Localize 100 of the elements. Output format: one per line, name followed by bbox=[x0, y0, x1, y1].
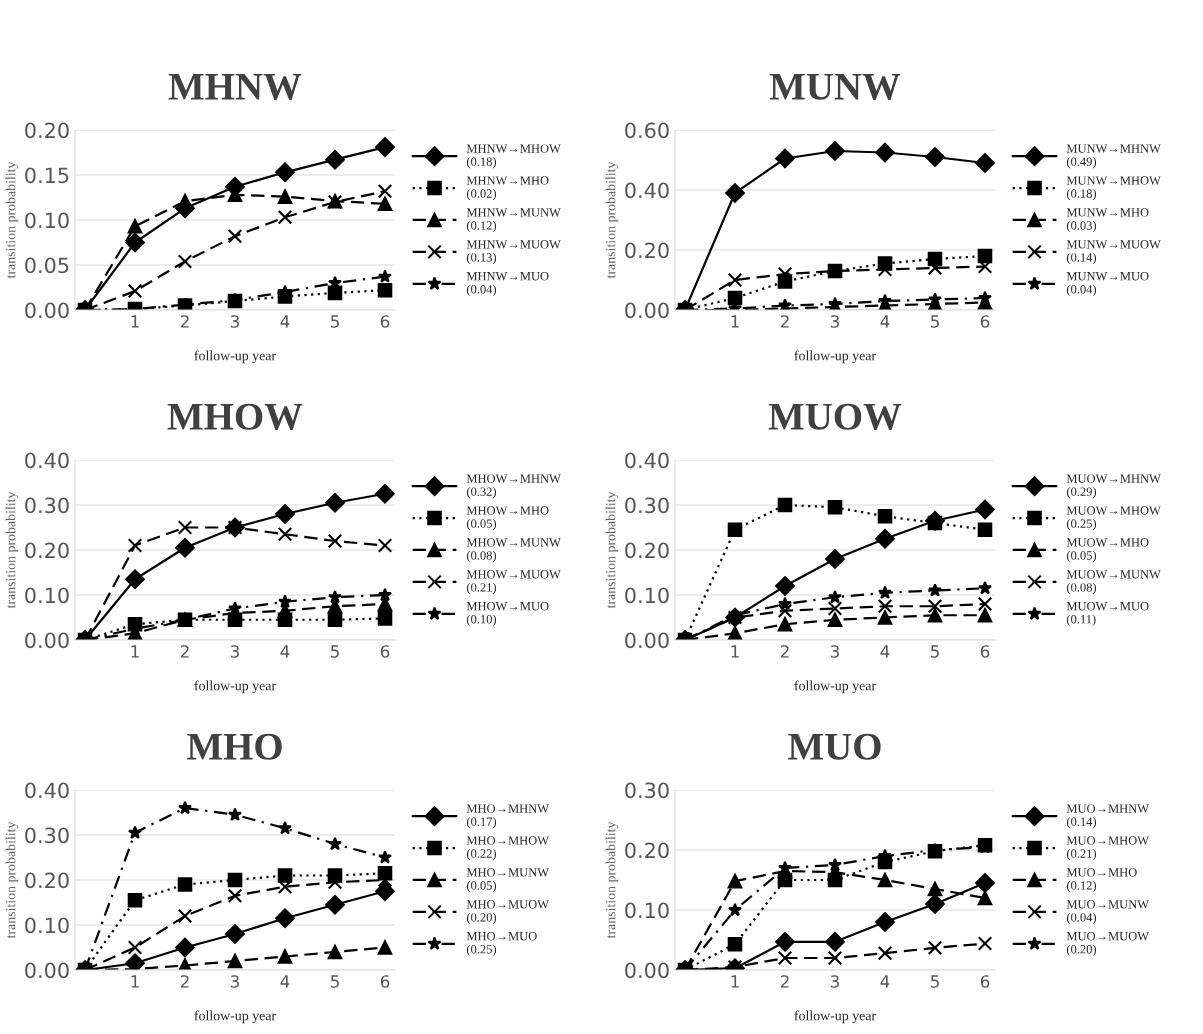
y-tick-label: 0.10 bbox=[25, 917, 69, 934]
y-tick-label: 0.00 bbox=[625, 632, 669, 649]
legend-label: MHOW→MUO (0.10) bbox=[466, 602, 549, 627]
y-axis-title: transition probability bbox=[605, 161, 619, 279]
chart-title: MHO bbox=[187, 733, 282, 760]
x-tick-label: 2 bbox=[180, 315, 189, 328]
y-tick-label: 0.00 bbox=[25, 962, 69, 979]
y-tick-label: 0.15 bbox=[25, 167, 69, 184]
y-tick-label: 0.40 bbox=[625, 182, 669, 199]
legend-label: MUO→MHO (0.12) bbox=[1066, 868, 1137, 893]
y-tick-label: 0.20 bbox=[625, 242, 669, 259]
x-tick-label: 2 bbox=[780, 975, 789, 988]
y-tick-label: 0.20 bbox=[25, 542, 69, 559]
legend-label: MUOW→MHOW (0.25) bbox=[1066, 506, 1161, 531]
x-axis-title: follow-up year bbox=[194, 350, 276, 364]
x-tick-label: 3 bbox=[230, 315, 239, 328]
x-tick-label: 5 bbox=[930, 315, 939, 328]
x-tick-label: 5 bbox=[930, 975, 939, 988]
x-axis-title: follow-up year bbox=[194, 680, 276, 694]
x-tick-label: 6 bbox=[380, 315, 390, 328]
x-tick-label: 6 bbox=[980, 315, 990, 328]
x-tick-label: 6 bbox=[980, 645, 990, 658]
x-tick-label: 1 bbox=[131, 975, 139, 988]
x-tick-label: 2 bbox=[180, 975, 189, 988]
y-tick-label: 0.00 bbox=[625, 962, 669, 979]
x-tick-label: 3 bbox=[230, 975, 239, 988]
x-tick-label: 1 bbox=[731, 645, 739, 658]
y-tick-label: 0.00 bbox=[25, 632, 69, 649]
y-tick-label: 0.30 bbox=[625, 497, 669, 514]
x-tick-label: 4 bbox=[280, 315, 290, 328]
x-axis-title: follow-up year bbox=[794, 1010, 876, 1024]
y-axis-title: transition probability bbox=[605, 821, 619, 939]
y-tick-label: 0.10 bbox=[25, 587, 69, 604]
y-tick-label: 0.40 bbox=[625, 452, 669, 469]
x-tick-label: 4 bbox=[880, 975, 890, 988]
x-tick-label: 6 bbox=[980, 975, 990, 988]
legend-label: MHNW→MHOW (0.18) bbox=[466, 144, 561, 169]
legend-label: MHOW→MHNW (0.32) bbox=[466, 474, 561, 499]
x-tick-label: 4 bbox=[880, 645, 890, 658]
y-tick-label: 0.05 bbox=[25, 257, 69, 274]
legend-label: MUNW→MHO (0.03) bbox=[1066, 208, 1149, 233]
legend-label: MHO→MHOW (0.22) bbox=[466, 836, 550, 861]
x-tick-label: 4 bbox=[280, 975, 290, 988]
x-axis-title: follow-up year bbox=[794, 680, 876, 694]
x-tick-label: 3 bbox=[830, 315, 839, 328]
legend-label: MHOW→MUNW (0.08) bbox=[466, 538, 561, 563]
legend-label: MUOW→MUNW (0.08) bbox=[1066, 570, 1161, 595]
y-axis-title: transition probability bbox=[5, 821, 19, 939]
x-tick-label: 2 bbox=[780, 315, 789, 328]
legend-label: MHNW→MUOW (0.13) bbox=[466, 240, 561, 265]
y-tick-label: 0.20 bbox=[625, 842, 669, 859]
x-tick-label: 5 bbox=[330, 645, 339, 658]
legend-label: MUNW→MUO (0.04) bbox=[1066, 272, 1149, 297]
chart-title: MUO bbox=[788, 733, 881, 760]
x-tick-label: 2 bbox=[180, 645, 189, 658]
legend-label: MUNW→MHNW (0.49) bbox=[1066, 144, 1161, 169]
chart-title: MUOW bbox=[768, 403, 902, 431]
legend-label: MHOW→MUOW (0.21) bbox=[466, 570, 561, 595]
x-tick-label: 1 bbox=[731, 975, 739, 988]
x-tick-label: 1 bbox=[131, 645, 139, 658]
y-tick-label: 0.00 bbox=[25, 302, 69, 319]
y-tick-label: 0.30 bbox=[25, 497, 69, 514]
x-tick-label: 4 bbox=[880, 315, 890, 328]
x-tick-label: 5 bbox=[330, 315, 339, 328]
legend-label: MHOW→MHO (0.05) bbox=[466, 506, 549, 531]
chart-title: MHOW bbox=[167, 403, 303, 431]
legend-label: MUOW→MHO (0.05) bbox=[1066, 538, 1149, 563]
legend-label: MUNW→MHOW (0.18) bbox=[1066, 176, 1161, 201]
x-axis-title: follow-up year bbox=[194, 1010, 276, 1024]
legend-label: MHNW→MHO (0.02) bbox=[466, 176, 549, 201]
x-tick-label: 3 bbox=[230, 645, 239, 658]
chart-title: MHNW bbox=[168, 73, 302, 101]
x-tick-label: 5 bbox=[930, 645, 939, 658]
legend-label: MUO→MUOW (0.20) bbox=[1066, 932, 1150, 957]
x-tick-label: 1 bbox=[131, 315, 139, 328]
legend-label: MHNW→MUO (0.04) bbox=[466, 272, 549, 297]
y-tick-label: 0.20 bbox=[25, 122, 69, 139]
legend-label: MHO→MUNW (0.05) bbox=[466, 868, 550, 893]
y-tick-label: 0.20 bbox=[625, 542, 669, 559]
x-tick-label: 6 bbox=[380, 975, 390, 988]
y-tick-label: 0.10 bbox=[625, 587, 669, 604]
y-tick-label: 0.00 bbox=[625, 302, 669, 319]
x-tick-label: 1 bbox=[731, 315, 739, 328]
y-tick-label: 0.10 bbox=[25, 212, 69, 229]
x-tick-label: 6 bbox=[380, 645, 390, 658]
y-axis-title: transition probability bbox=[5, 161, 19, 279]
y-tick-label: 0.40 bbox=[25, 782, 69, 799]
legend-label: MUOW→MHNW (0.29) bbox=[1066, 474, 1161, 499]
y-tick-label: 0.40 bbox=[25, 452, 69, 469]
legend-label: MUO→MHOW (0.21) bbox=[1066, 836, 1150, 861]
legend-label: MHO→MUO (0.25) bbox=[466, 932, 537, 957]
y-tick-label: 0.60 bbox=[625, 122, 669, 139]
y-axis-title: transition probability bbox=[5, 491, 19, 609]
x-axis-title: follow-up year bbox=[794, 350, 876, 364]
y-tick-label: 0.20 bbox=[25, 872, 69, 889]
x-tick-label: 3 bbox=[830, 975, 839, 988]
x-tick-label: 5 bbox=[330, 975, 339, 988]
legend-label: MHO→MUOW (0.20) bbox=[466, 900, 550, 925]
legend-label: MUNW→MUOW (0.14) bbox=[1066, 240, 1161, 265]
chart-title: MUNW bbox=[769, 73, 901, 101]
